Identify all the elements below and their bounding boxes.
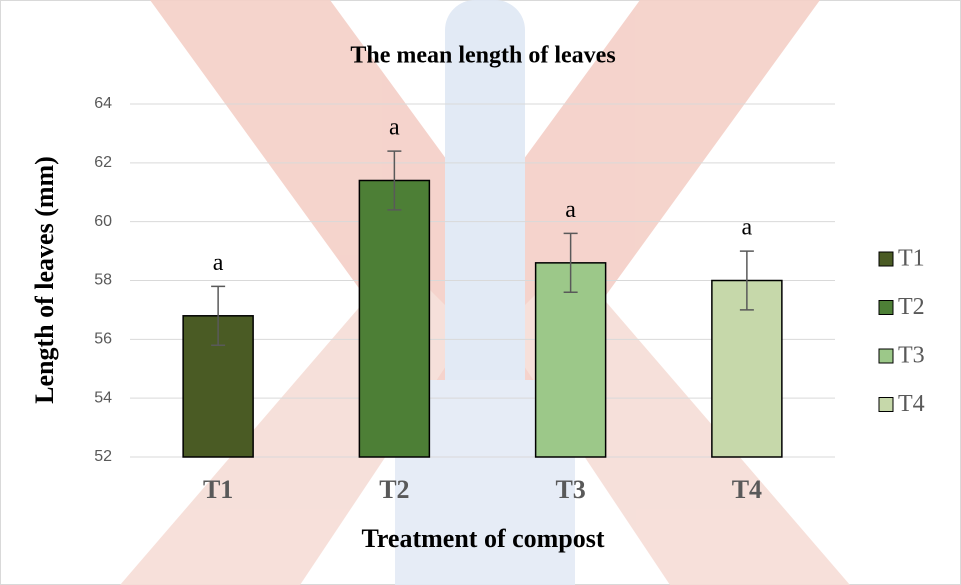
legend-label: T2 [898,294,925,320]
legend-swatch [878,348,894,364]
legend-label: T3 [898,343,925,369]
annotation: a [565,197,576,223]
legend-label: T1 [898,246,925,272]
legend-label: T4 [898,391,925,417]
error-bar [211,285,226,346]
legend-swatch [878,300,894,315]
y-tick-label: 62 [94,154,112,171]
x-tick-label: T4 [732,475,762,504]
error-bar [563,232,578,294]
y-tick-label: 60 [94,213,112,230]
annotation: a [389,115,400,141]
annotation: a [213,250,224,276]
error-bar [387,150,402,211]
error-bar [739,250,754,311]
y-tick-label: 56 [94,331,112,348]
bar [358,179,431,458]
legend-swatch [878,251,894,267]
y-tick-label: 58 [94,272,112,289]
x-tick-label: T2 [379,475,409,504]
chart-title: The mean length of leaves [350,43,615,69]
y-tick-label: 54 [94,389,112,406]
legend-swatch [878,397,894,412]
bar [534,262,607,458]
y-tick-label: 64 [94,95,112,112]
y-axis-label: Length of leaves (mm) [30,156,59,404]
x-tick-label: T3 [555,475,585,504]
annotation: a [742,215,753,241]
x-axis-label: Treatment of compost [361,524,604,553]
x-tick-label: T1 [203,475,233,504]
y-tick-label: 52 [94,448,112,465]
